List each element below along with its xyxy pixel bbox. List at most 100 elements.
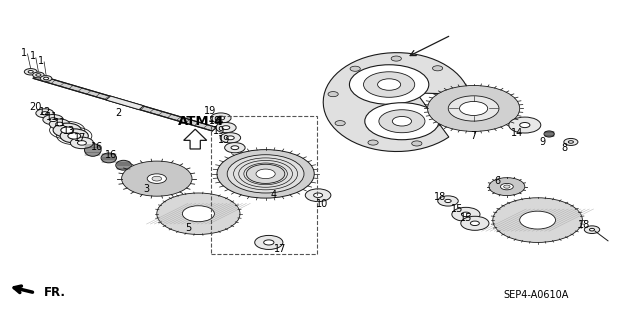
Text: 10: 10 [316,198,328,209]
Text: 9: 9 [540,137,546,147]
Circle shape [147,174,166,183]
Text: 18: 18 [433,191,446,202]
Text: 3: 3 [143,184,149,194]
Circle shape [211,113,231,123]
Circle shape [40,76,52,81]
Circle shape [227,136,234,140]
Circle shape [60,129,88,143]
Circle shape [53,123,81,137]
Text: 17: 17 [74,133,87,143]
Circle shape [56,122,63,126]
Circle shape [220,133,241,143]
Circle shape [470,221,479,226]
Circle shape [520,122,530,128]
Circle shape [493,198,582,242]
Text: 11: 11 [54,118,67,128]
Text: 15: 15 [451,204,464,214]
Circle shape [225,143,245,153]
Text: 14: 14 [511,128,524,138]
Circle shape [564,138,578,145]
Circle shape [568,141,573,143]
Text: 5: 5 [186,223,192,233]
Circle shape [500,183,513,190]
Text: 19: 19 [218,135,230,145]
Circle shape [264,240,274,245]
Circle shape [350,66,360,71]
Text: 4: 4 [270,189,276,200]
Circle shape [33,72,44,78]
Circle shape [349,65,429,104]
Circle shape [77,141,86,145]
Circle shape [42,112,48,115]
Text: 7: 7 [470,130,477,141]
Polygon shape [184,129,207,149]
Ellipse shape [101,153,116,163]
Circle shape [61,127,74,133]
Text: 16: 16 [91,142,104,152]
Circle shape [460,101,488,115]
Circle shape [36,109,54,118]
Circle shape [520,211,556,229]
Circle shape [455,91,465,96]
Circle shape [428,85,520,131]
Circle shape [489,178,525,196]
Circle shape [43,115,63,125]
Circle shape [36,74,41,76]
Circle shape [246,164,285,183]
Circle shape [461,216,489,230]
Circle shape [49,118,57,122]
Circle shape [44,77,49,80]
Text: 18: 18 [577,220,590,230]
Circle shape [378,79,401,90]
Text: 17: 17 [273,244,286,255]
Text: 19: 19 [209,116,221,126]
Circle shape [452,207,480,221]
Text: 20: 20 [29,101,42,112]
Circle shape [70,137,93,149]
Circle shape [392,116,412,126]
Circle shape [584,226,600,234]
Circle shape [448,96,499,121]
Text: FR.: FR. [44,286,65,299]
Ellipse shape [116,160,131,170]
Circle shape [335,121,345,126]
Text: 16: 16 [105,150,118,160]
Text: 6: 6 [495,176,501,186]
Text: 13: 13 [63,126,76,136]
Circle shape [509,117,541,133]
Text: 19: 19 [204,106,216,116]
Ellipse shape [544,131,554,137]
Circle shape [255,235,283,249]
Text: 1: 1 [21,48,28,58]
Circle shape [256,169,275,179]
Circle shape [412,141,422,146]
Text: 11: 11 [46,112,59,122]
Circle shape [314,193,323,197]
Circle shape [504,185,510,188]
Text: 1: 1 [29,51,36,62]
Circle shape [24,69,37,75]
Text: 1: 1 [38,56,44,66]
Text: ATM-4: ATM-4 [179,115,225,128]
Circle shape [49,119,70,129]
Ellipse shape [84,144,101,156]
Circle shape [438,196,458,206]
Circle shape [305,189,331,202]
Circle shape [28,70,33,73]
Polygon shape [33,75,216,131]
Circle shape [391,56,401,61]
Circle shape [68,133,81,139]
Circle shape [157,193,240,234]
Text: 19: 19 [213,126,226,136]
Circle shape [365,103,439,140]
Polygon shape [323,53,470,152]
Text: 2: 2 [115,108,122,118]
Text: 12: 12 [38,107,51,117]
Circle shape [227,155,304,193]
Circle shape [328,92,339,97]
Circle shape [364,72,415,97]
Circle shape [217,116,225,120]
Circle shape [589,228,595,231]
Circle shape [379,110,425,133]
Text: SEP4-A0610A: SEP4-A0610A [504,290,569,300]
